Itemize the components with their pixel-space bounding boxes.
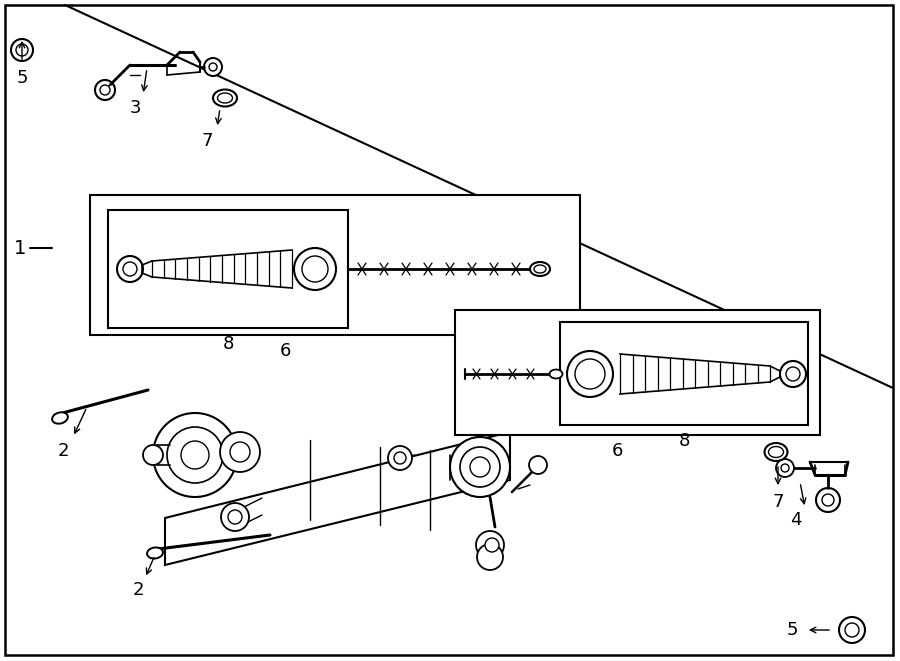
Text: 8: 8 xyxy=(222,335,234,353)
Ellipse shape xyxy=(550,369,562,379)
Text: 4: 4 xyxy=(790,511,802,529)
Bar xyxy=(108,210,348,328)
Circle shape xyxy=(460,447,500,487)
Circle shape xyxy=(776,459,794,477)
Ellipse shape xyxy=(764,443,788,461)
Text: 6: 6 xyxy=(279,342,291,360)
Text: 7: 7 xyxy=(202,132,212,150)
Circle shape xyxy=(845,623,859,637)
Circle shape xyxy=(786,367,800,381)
Circle shape xyxy=(143,445,163,465)
Text: 5: 5 xyxy=(16,69,28,87)
Circle shape xyxy=(16,44,28,56)
Ellipse shape xyxy=(213,89,237,106)
Circle shape xyxy=(100,85,110,95)
Circle shape xyxy=(575,359,605,389)
Circle shape xyxy=(816,488,840,512)
Circle shape xyxy=(181,441,209,469)
Circle shape xyxy=(477,544,503,570)
Circle shape xyxy=(220,432,260,472)
Text: 3: 3 xyxy=(130,99,140,117)
Circle shape xyxy=(302,256,328,282)
Polygon shape xyxy=(165,432,510,565)
Ellipse shape xyxy=(530,262,550,276)
Bar xyxy=(455,310,820,435)
Ellipse shape xyxy=(218,93,232,103)
Text: 2: 2 xyxy=(132,581,144,599)
Text: 8: 8 xyxy=(679,432,689,450)
Ellipse shape xyxy=(147,547,163,559)
Circle shape xyxy=(221,503,249,531)
Circle shape xyxy=(153,413,237,497)
Circle shape xyxy=(228,510,242,524)
Circle shape xyxy=(529,456,547,474)
Circle shape xyxy=(394,452,406,464)
Circle shape xyxy=(839,617,865,643)
Text: 2: 2 xyxy=(58,442,68,460)
Circle shape xyxy=(780,361,806,387)
Circle shape xyxy=(470,457,490,477)
Circle shape xyxy=(822,494,834,506)
Text: 5: 5 xyxy=(787,621,797,639)
Ellipse shape xyxy=(534,265,546,273)
Ellipse shape xyxy=(52,412,68,424)
Circle shape xyxy=(204,58,222,76)
Circle shape xyxy=(388,446,412,470)
Circle shape xyxy=(95,80,115,100)
Circle shape xyxy=(167,427,223,483)
Circle shape xyxy=(781,464,789,472)
Circle shape xyxy=(230,442,250,462)
Circle shape xyxy=(294,248,336,290)
Circle shape xyxy=(11,39,33,61)
Text: 7: 7 xyxy=(772,493,784,511)
Circle shape xyxy=(485,538,499,552)
Circle shape xyxy=(567,351,613,397)
Bar xyxy=(560,322,808,425)
Circle shape xyxy=(476,531,504,559)
Bar xyxy=(90,195,580,335)
Text: 1: 1 xyxy=(14,239,26,258)
Circle shape xyxy=(117,256,143,282)
Circle shape xyxy=(450,437,510,497)
Circle shape xyxy=(209,63,217,71)
Ellipse shape xyxy=(769,446,784,457)
Circle shape xyxy=(123,262,137,276)
Text: 6: 6 xyxy=(611,442,623,460)
